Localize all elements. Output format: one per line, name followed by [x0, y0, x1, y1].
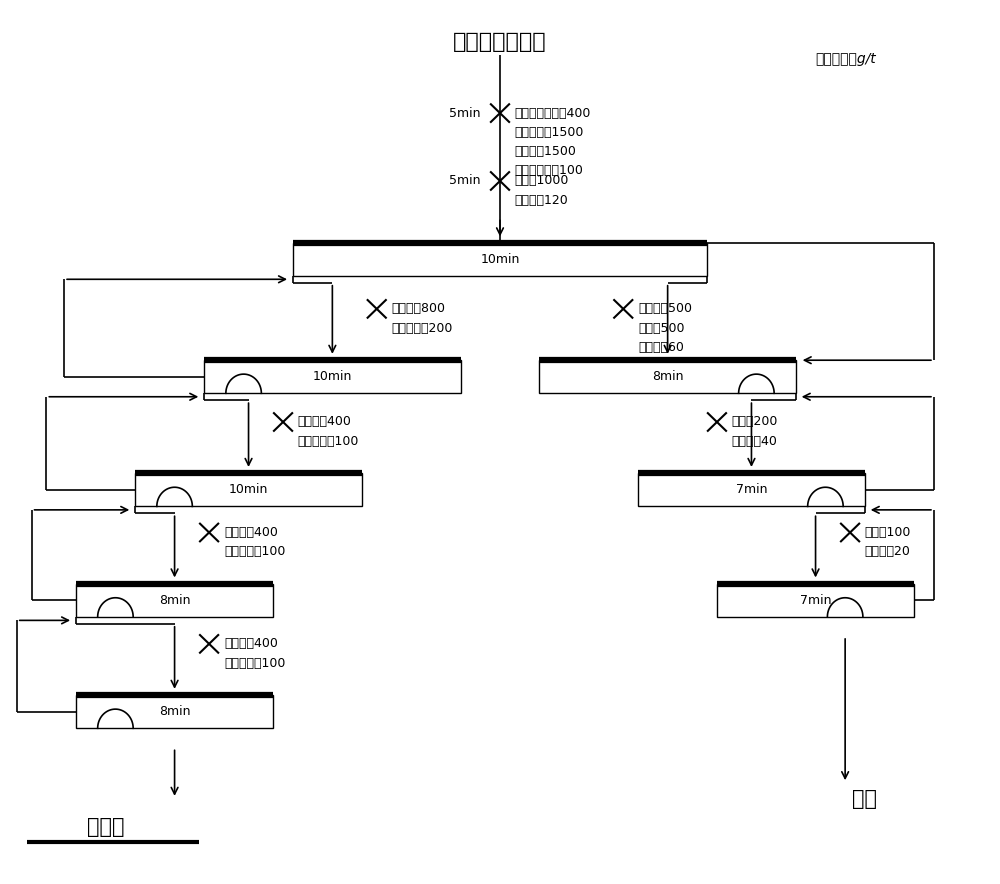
Text: 10min: 10min [480, 253, 520, 266]
Text: 尾矿: 尾矿 [852, 789, 877, 809]
Text: 柴油：200: 柴油：200 [732, 415, 778, 429]
Text: 柴油：100: 柴油：100 [865, 526, 911, 539]
Text: 5min: 5min [449, 174, 480, 187]
Text: 水玻璃：400: 水玻璃：400 [224, 526, 278, 539]
Text: 7min: 7min [736, 484, 767, 496]
Text: 仲辛醇：40: 仲辛醇：40 [732, 435, 778, 447]
Text: 8min: 8min [159, 705, 190, 718]
Bar [204, 360, 461, 393]
Bar [717, 583, 914, 617]
Text: 腾植酸钓：200: 腾植酸钓：200 [392, 322, 453, 334]
Text: 木质素磺酸钙：400: 木质素磺酸钙：400 [515, 107, 591, 119]
Text: 水玻璃：400: 水玻璃：400 [224, 637, 278, 651]
Bar [135, 473, 362, 507]
Text: 水酸玻：1500: 水酸玻：1500 [515, 145, 577, 158]
Text: 5min: 5min [449, 107, 480, 119]
Bar [293, 243, 707, 276]
Bar [76, 583, 273, 617]
Text: 10min: 10min [313, 370, 352, 384]
Text: 仲辛醇：20: 仲辛醇：20 [865, 545, 911, 558]
Bar [638, 473, 865, 507]
Text: 腾植酸钓：100: 腾植酸钓：100 [224, 657, 285, 669]
Text: 柴油：1000: 柴油：1000 [515, 174, 569, 187]
Text: 药剂用量：g/t: 药剂用量：g/t [816, 52, 876, 66]
Text: 腾植酸钓：100: 腾植酸钓：100 [298, 435, 359, 447]
Text: 7min: 7min [800, 594, 831, 606]
Text: 水玻璃：500: 水玻璃：500 [638, 302, 692, 316]
Text: 10min: 10min [229, 484, 268, 496]
Text: 8min: 8min [159, 594, 190, 606]
Text: 精煤粉: 精煤粉 [87, 817, 124, 836]
Text: 六偶磷酸钓：100: 六偶磷酸钓：100 [515, 164, 584, 177]
Bar [539, 360, 796, 393]
Text: 煤泥强磁选尾矿: 煤泥强磁选尾矿 [453, 32, 547, 52]
Text: 水玻璃：800: 水玻璃：800 [392, 302, 446, 316]
Text: 仲辛醇：60: 仲辛醇：60 [638, 340, 684, 354]
Text: 仲辛醇：120: 仲辛醇：120 [515, 194, 569, 207]
Text: 柴油：500: 柴油：500 [638, 322, 685, 334]
Text: 8min: 8min [652, 370, 683, 384]
Bar [76, 695, 273, 728]
Text: 水玻璃：400: 水玻璃：400 [298, 415, 352, 429]
Text: 腾植酸钓：100: 腾植酸钓：100 [224, 545, 285, 558]
Text: 腾植酸钓：1500: 腾植酸钓：1500 [515, 126, 584, 139]
